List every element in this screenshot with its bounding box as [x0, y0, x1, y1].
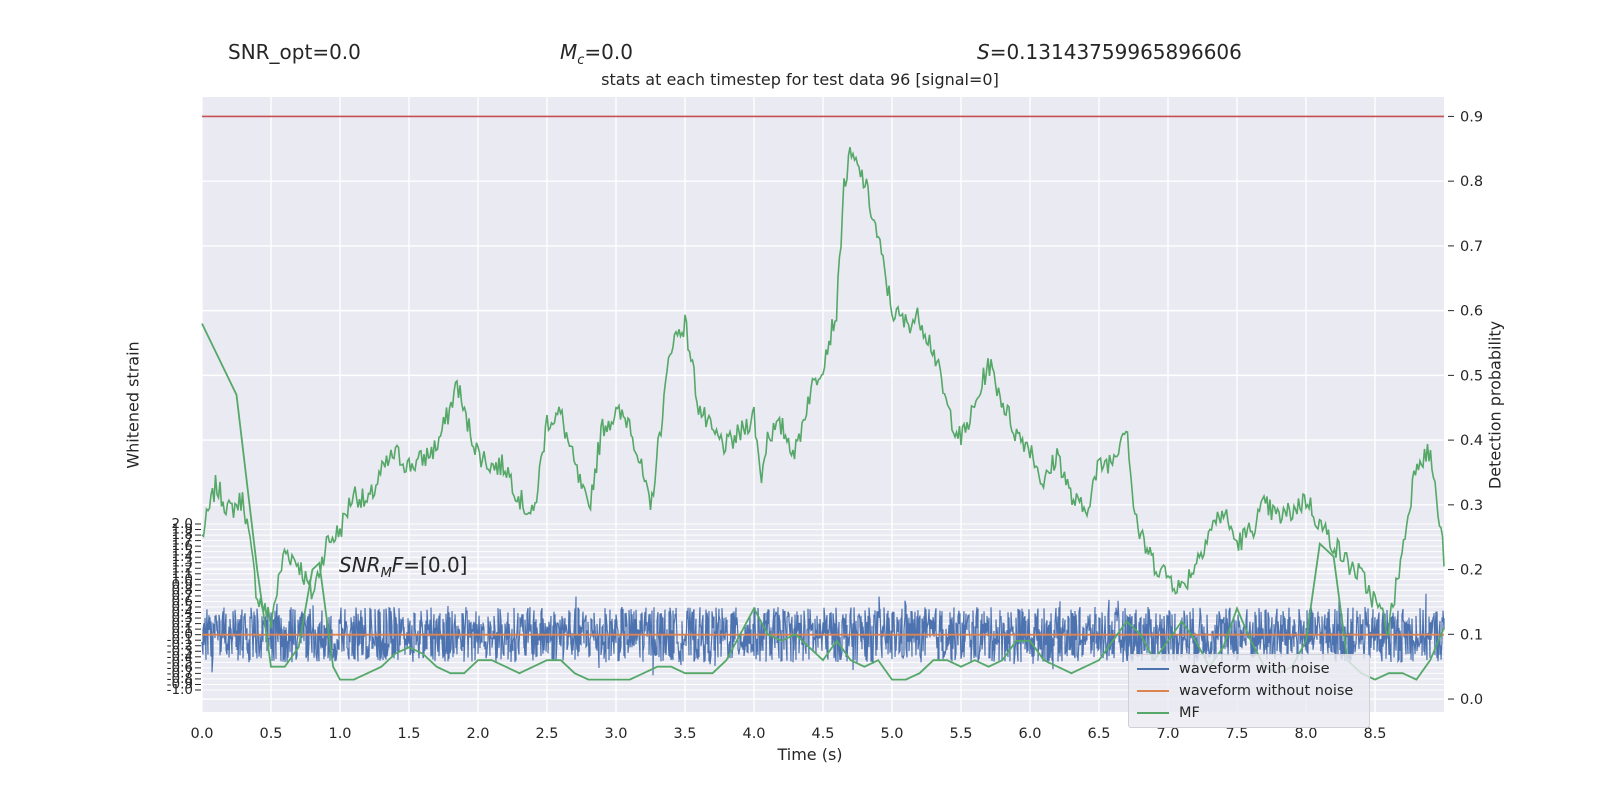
left-tick-label: -0.6 — [167, 660, 193, 676]
mf-series — [201, 323, 1445, 681]
x-axis-label: Time (s) — [777, 745, 843, 764]
snr-mf-symbol: SNR — [339, 553, 381, 577]
detection-probability-line — [201, 147, 1445, 636]
legend-item-clean: waveform without noise — [1137, 683, 1353, 703]
left-tick-label: -0.4 — [167, 649, 193, 665]
statistic-value: =0.13143759965896606 — [989, 40, 1242, 64]
right-tick-label: 0.5 — [1460, 368, 1483, 384]
right-tick-label: 0.2 — [1460, 563, 1483, 579]
left-tick-label: 1.9 — [172, 522, 193, 538]
legend-item-noise: waveform with noise — [1137, 661, 1330, 681]
x-tick-label: 2.5 — [535, 726, 558, 742]
left-tick-label: -0.9 — [167, 676, 193, 692]
mf-line — [201, 323, 1445, 681]
legend-swatch-mf — [1137, 712, 1169, 714]
x-tick-label: 6.0 — [1018, 726, 1041, 742]
left-tick-label: 0.6 — [172, 593, 193, 609]
x-tick-label: 5.5 — [949, 726, 972, 742]
right-tick-label: 0.6 — [1460, 304, 1483, 320]
chirp-mass-value: =0.0 — [584, 40, 633, 64]
right-tick-label: 0.4 — [1460, 433, 1483, 449]
chirp-mass-subscript: c — [577, 53, 585, 68]
snr-mf-subscript: M — [380, 566, 392, 581]
x-tick-label: 7.5 — [1225, 726, 1248, 742]
legend-label-noise: waveform with noise — [1179, 661, 1330, 677]
detection-probability-series — [201, 147, 1445, 636]
right-axis-ticks: 0.0 0.1 0.2 0.3 0.4 0.5 0.6 0.7 0.8 0.9 — [1448, 109, 1483, 708]
x-tick-label: 8.0 — [1294, 726, 1317, 742]
left-tick-label: -0.2 — [167, 638, 193, 654]
left-tick-label: -0.5 — [167, 654, 193, 670]
legend-label-clean: waveform without noise — [1179, 683, 1354, 699]
x-gridlines — [201, 97, 1376, 712]
statistic-label: S=0.13143759965896606 — [977, 40, 1242, 64]
statistic-symbol: S — [977, 40, 990, 64]
left-tick-label: 0.7 — [172, 588, 193, 604]
chirp-mass-label: Mc=0.0 — [560, 40, 633, 68]
left-tick-label: 0.9 — [172, 577, 193, 593]
x-tick-label: 7.0 — [1156, 726, 1179, 742]
x-tick-label: 6.5 — [1087, 726, 1110, 742]
x-tick-label: 5.0 — [880, 726, 903, 742]
snr-opt-label: SNR_opt=0.0 — [228, 40, 361, 64]
left-tick-label: -1.0 — [167, 682, 193, 698]
right-tick-label: 0.1 — [1460, 627, 1483, 643]
left-tick-label: 1.2 — [172, 560, 193, 576]
left-tick-label: -0.7 — [167, 665, 193, 681]
left-tick-label: 1.6 — [172, 538, 193, 554]
left-tick-label: 1.7 — [172, 533, 193, 549]
legend-swatch-noise — [1137, 668, 1169, 670]
x-tick-label: 1.0 — [328, 726, 351, 742]
right-axis-label: Detection probability — [1485, 320, 1505, 490]
left-tick-label: 1.5 — [172, 544, 193, 560]
left-tick-label: 0.0 — [172, 627, 193, 643]
x-axis-ticks: 0.0 0.5 1.0 1.5 2.0 2.5 3.0 3.5 4.0 4.5 5.0 5.5 6.0 6… — [190, 726, 1386, 742]
left-tick-label: 1.3 — [172, 555, 193, 571]
right-tick-label: 0.9 — [1460, 109, 1483, 125]
left-tick-label: -0.3 — [167, 643, 193, 659]
legend-swatch-clean — [1137, 690, 1169, 692]
right-tick-label: 0.0 — [1460, 692, 1483, 708]
legend-item-mf: MF — [1137, 705, 1200, 725]
left-tick-label: 1.8 — [172, 527, 193, 543]
right-tick-label: 0.8 — [1460, 174, 1483, 190]
x-tick-label: 8.5 — [1363, 726, 1386, 742]
x-tick-label: 3.5 — [673, 726, 696, 742]
left-tick-label: -0.8 — [167, 671, 193, 687]
x-tick-label: 3.0 — [604, 726, 627, 742]
legend-label-mf: MF — [1179, 705, 1200, 721]
legend: waveform with noise waveform without noi… — [1128, 654, 1370, 728]
left-tick-label: 1.4 — [172, 549, 193, 565]
left-axis-label: Whitened strain — [123, 341, 143, 469]
chart-title: stats at each timestep for test data 96 … — [601, 70, 999, 89]
x-tick-label: 0.5 — [259, 726, 282, 742]
left-tick-label: -0.1 — [167, 632, 193, 648]
x-tick-label: 0.0 — [190, 726, 213, 742]
right-tick-label: 0.7 — [1460, 239, 1483, 255]
left-axis-ticks: -1.0-0.9-0.8-0.7-0.6-0.5-0.4-0.3-0.2-0.1… — [167, 516, 201, 698]
snr-mf-symbol-rest: F — [391, 553, 404, 577]
right-tick-label: 0.3 — [1460, 498, 1483, 514]
left-tick-label: 1.1 — [172, 566, 193, 582]
x-tick-label: 4.0 — [742, 726, 765, 742]
x-tick-label: 1.5 — [397, 726, 420, 742]
chirp-mass-symbol: M — [560, 40, 578, 64]
left-tick-label: 1.0 — [172, 571, 193, 587]
left-tick-label: 0.5 — [172, 599, 193, 615]
left-tick-label: 0.8 — [172, 582, 193, 598]
snr-mf-label: SNRMF=[0.0] — [339, 553, 467, 581]
left-tick-label: 0.2 — [172, 616, 193, 632]
x-tick-label: 2.0 — [466, 726, 489, 742]
snr-mf-value: =[0.0] — [403, 553, 468, 577]
left-tick-label: 0.4 — [172, 605, 193, 621]
left-tick-label: 0.1 — [172, 621, 193, 637]
left-tick-label: 0.3 — [172, 610, 193, 626]
left-tick-label: 2.0 — [172, 516, 193, 532]
x-tick-label: 4.5 — [811, 726, 834, 742]
